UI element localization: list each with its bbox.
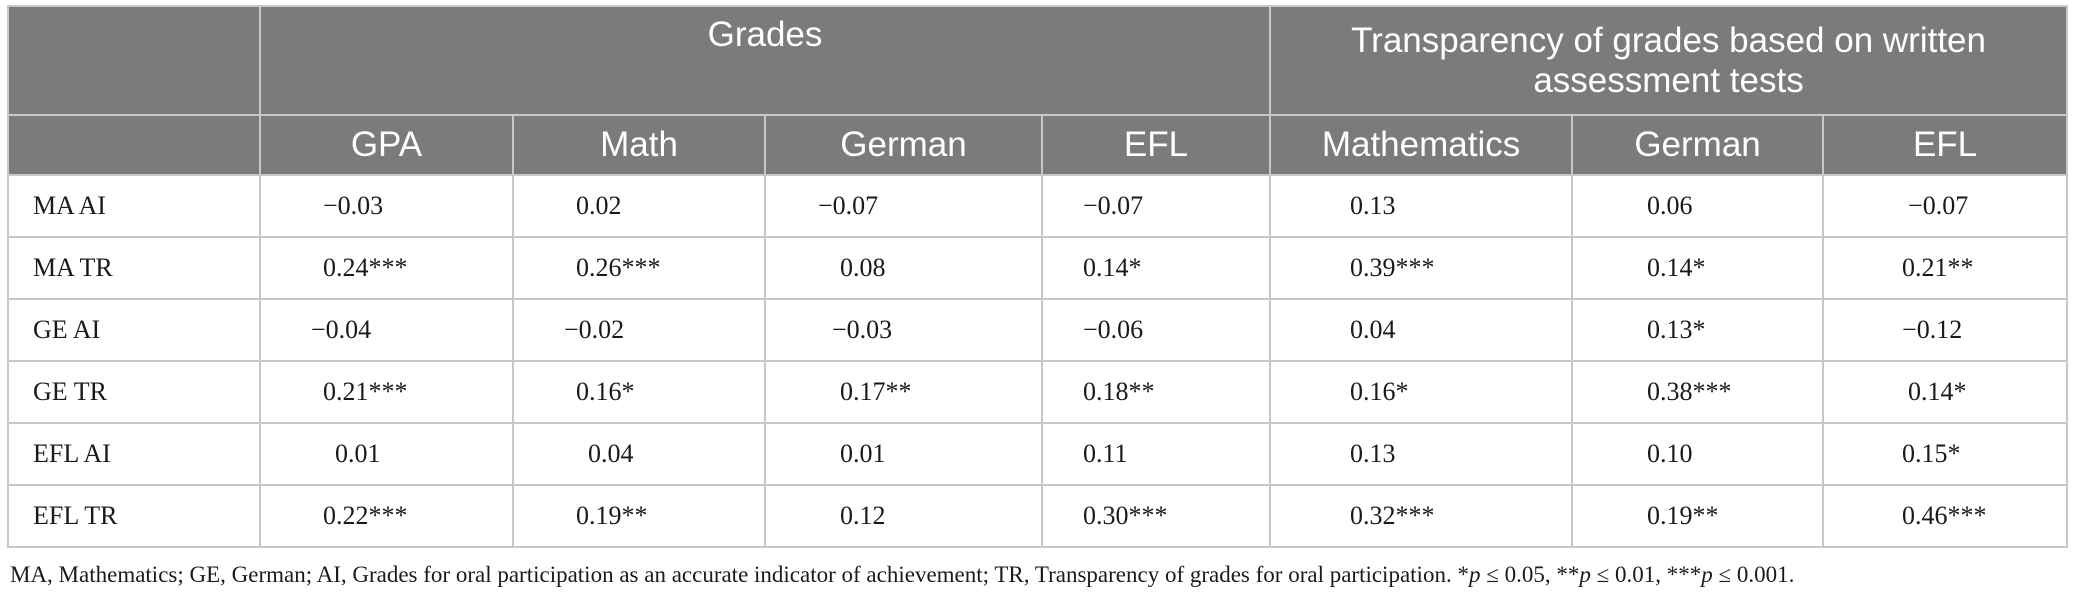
table-row: GE TR 0.21*** 0.16* 0.17** 0.18** 0.16* 0.38**… (7, 360, 2069, 424)
table-cell: 0.13 (1269, 422, 1574, 486)
table-cell: −0.06 (1040, 298, 1272, 362)
footnote-p2: p (1579, 562, 1591, 587)
table-cell: 0.16* (512, 360, 766, 424)
table-row: GE AI −0.04 −0.02 −0.03 −0.06 0.04 0.13* −0.12 (7, 298, 2069, 362)
table-row: MA AI −0.03 0.02 −0.07 −0.07 0.13 0.06 −0.07 (7, 174, 2069, 238)
table-cell: 0.19** (512, 484, 766, 548)
table-cell: 0.10 (1571, 422, 1825, 486)
table-row: EFL AI 0.01 0.04 0.01 0.11 0.13 0.10 0.15* (7, 422, 2069, 486)
table-cell: 0.14* (1822, 360, 2069, 424)
header-group-grades: Grades (258, 5, 1272, 116)
row-label: EFL AI (7, 422, 261, 486)
column-header-efl-transparency: EFL (1822, 114, 2069, 176)
table-cell: 0.16* (1269, 360, 1574, 424)
table-cell: −0.07 (1822, 174, 2069, 238)
footnote-p3: p (1701, 562, 1713, 587)
footnote-threshold-2: ≤ 0.01, *** (1590, 562, 1702, 587)
header-empty-corner-2 (7, 114, 261, 176)
column-header-math: Math (512, 114, 766, 176)
correlation-table: Grades Transparency of grades based on w… (7, 5, 2069, 548)
table-body: MA AI −0.03 0.02 −0.07 −0.07 0.13 0.06 −0.07 MA … (7, 174, 2069, 548)
table-cell: −0.07 (1040, 174, 1272, 238)
table-cell: 0.14* (1040, 236, 1272, 300)
table-cell: 0.08 (764, 236, 1043, 300)
table-cell: 0.46*** (1822, 484, 2069, 548)
table-cell: 0.13 (1269, 174, 1574, 238)
footnote-threshold-3: ≤ 0.001. (1712, 562, 1795, 587)
table-cell: −0.12 (1822, 298, 2069, 362)
table-cell: −0.04 (259, 298, 514, 362)
table-cell: 0.01 (259, 422, 514, 486)
row-label: EFL TR (7, 484, 261, 548)
table-row: EFL TR 0.22*** 0.19** 0.12 0.30*** 0.32*** 0.1… (7, 484, 2069, 548)
row-label: GE AI (7, 298, 261, 362)
column-header-german: German (764, 114, 1043, 176)
table-cell: 0.02 (512, 174, 766, 238)
table-cell: 0.04 (1269, 298, 1574, 362)
footnote-text: MA, Mathematics; GE, German; AI, Grades … (10, 562, 1469, 587)
table-cell: −0.03 (764, 298, 1043, 362)
table-cell: −0.02 (512, 298, 766, 362)
table-cell: 0.17** (764, 360, 1043, 424)
footnote-threshold-1: ≤ 0.05, ** (1480, 562, 1580, 587)
column-header-efl: EFL (1040, 114, 1272, 176)
table-cell: 0.39*** (1269, 236, 1574, 300)
row-label: MA AI (7, 174, 261, 238)
table-cell: 0.32*** (1269, 484, 1574, 548)
table-cell: 0.30*** (1040, 484, 1272, 548)
table-cell: 0.21*** (259, 360, 514, 424)
header-empty-corner (7, 5, 261, 116)
header-group-row: Grades Transparency of grades based on w… (7, 5, 2069, 116)
table-cell: 0.21** (1822, 236, 2069, 300)
table-cell: 0.26*** (512, 236, 766, 300)
table-cell: 0.13* (1571, 298, 1825, 362)
table-footnote: MA, Mathematics; GE, German; AI, Grades … (10, 562, 1794, 588)
row-label: MA TR (7, 236, 261, 300)
footnote-p1: p (1468, 562, 1481, 587)
table-cell: 0.11 (1040, 422, 1272, 486)
table-cell: 0.04 (512, 422, 766, 486)
header-column-row: GPA Math German EFL Mathematics German E… (7, 114, 2069, 176)
table-cell: 0.15* (1822, 422, 2069, 486)
column-header-gpa: GPA (259, 114, 514, 176)
header-group-transparency: Transparency of grades based on written … (1269, 5, 2069, 116)
table-cell: 0.06 (1571, 174, 1825, 238)
column-header-mathematics-transparency: Mathematics (1269, 114, 1574, 176)
table-cell: 0.01 (764, 422, 1043, 486)
table-cell: 0.22*** (259, 484, 514, 548)
table-cell: 0.14* (1571, 236, 1825, 300)
column-header-german-transparency: German (1571, 114, 1825, 176)
table-cell: 0.19** (1571, 484, 1825, 548)
table-cell: 0.24*** (259, 236, 514, 300)
row-label: GE TR (7, 360, 261, 424)
table-cell: 0.12 (764, 484, 1043, 548)
table-row: MA TR 0.24*** 0.26*** 0.08 0.14* 0.39*** 0.14*… (7, 236, 2069, 300)
table-cell: 0.38*** (1571, 360, 1825, 424)
table-cell: 0.18** (1040, 360, 1272, 424)
correlation-table-container: Grades Transparency of grades based on w… (7, 5, 2069, 548)
table-cell: −0.07 (764, 174, 1043, 238)
table-cell: −0.03 (259, 174, 514, 238)
